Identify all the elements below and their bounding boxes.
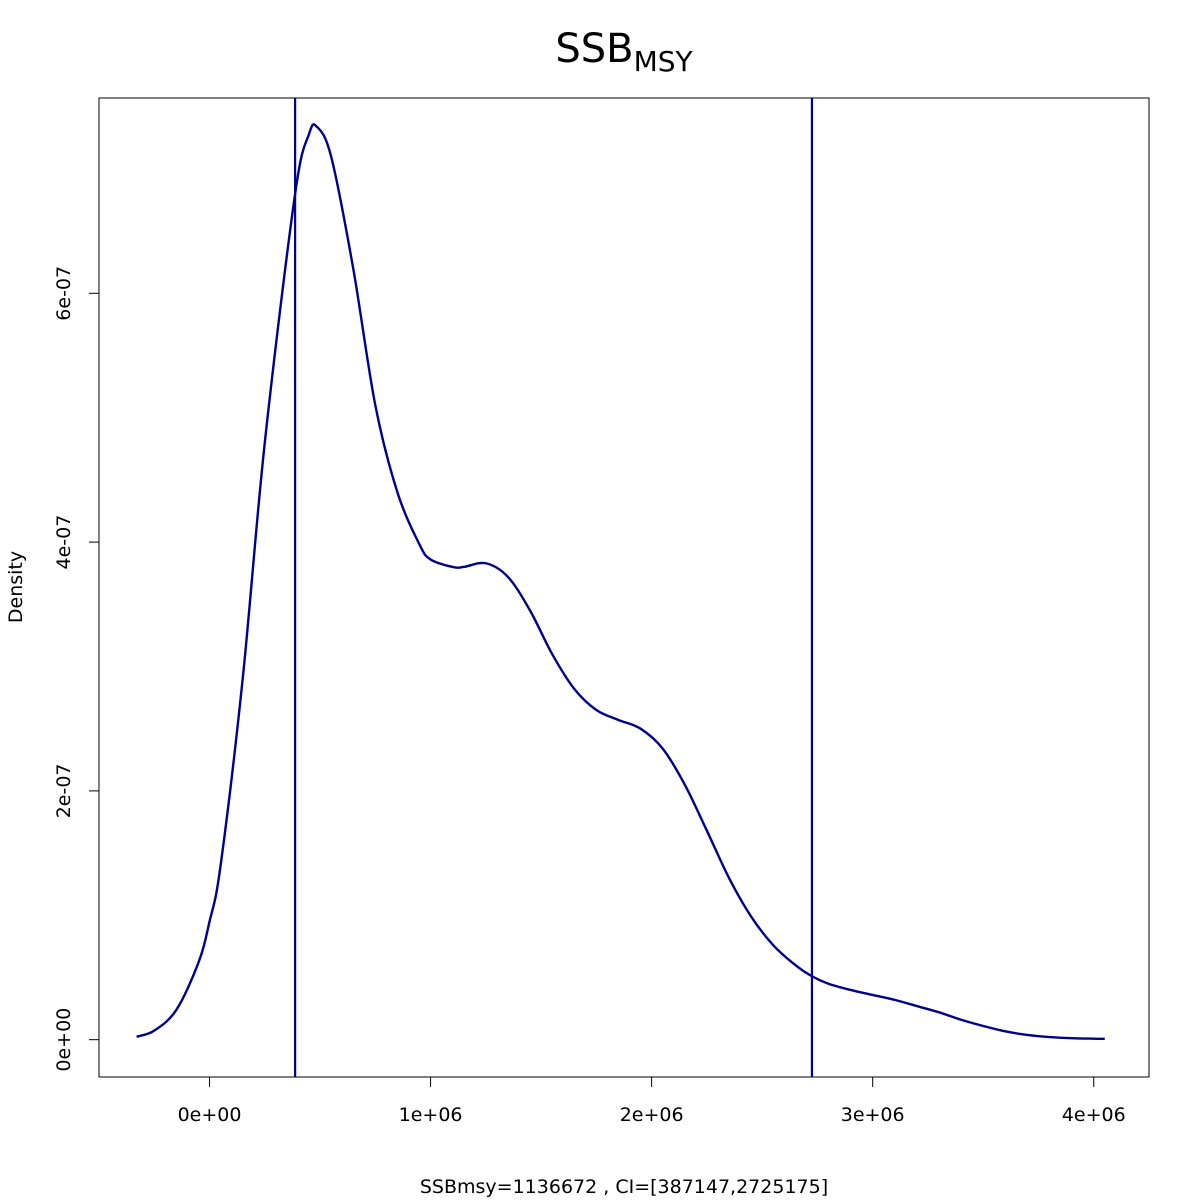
density-curve bbox=[136, 123, 1105, 1041]
chart-title-main: SSB bbox=[555, 26, 633, 72]
x-tick-label: 4e+06 bbox=[1062, 1104, 1126, 1126]
chart-title: SSBMSY bbox=[555, 26, 693, 78]
series-group bbox=[136, 123, 1105, 1041]
y-tick-label: 2e-07 bbox=[53, 763, 75, 818]
y-tick-label: 4e-07 bbox=[53, 515, 75, 570]
y-axis: 0e+00 2e-07 4e-07 6e-07 bbox=[53, 266, 99, 1072]
x-tick-label: 2e+06 bbox=[620, 1104, 684, 1126]
x-tick-label: 3e+06 bbox=[841, 1104, 905, 1126]
x-tick-label: 0e+00 bbox=[178, 1104, 242, 1126]
y-axis-label: Density bbox=[5, 551, 27, 623]
y-tick-label: 0e+00 bbox=[53, 1008, 75, 1072]
x-axis: 0e+00 1e+06 2e+06 3e+06 4e+06 bbox=[178, 1077, 1126, 1126]
x-axis-label: SSBmsy=1136672 , CI=[387147,2725175] bbox=[420, 1176, 828, 1198]
plot-frame bbox=[98, 97, 1150, 1078]
chart-title-subscript: MSY bbox=[634, 45, 694, 78]
ci-lines bbox=[294, 98, 814, 1077]
y-tick-label: 6e-07 bbox=[53, 266, 75, 321]
x-tick-label: 1e+06 bbox=[399, 1104, 463, 1126]
